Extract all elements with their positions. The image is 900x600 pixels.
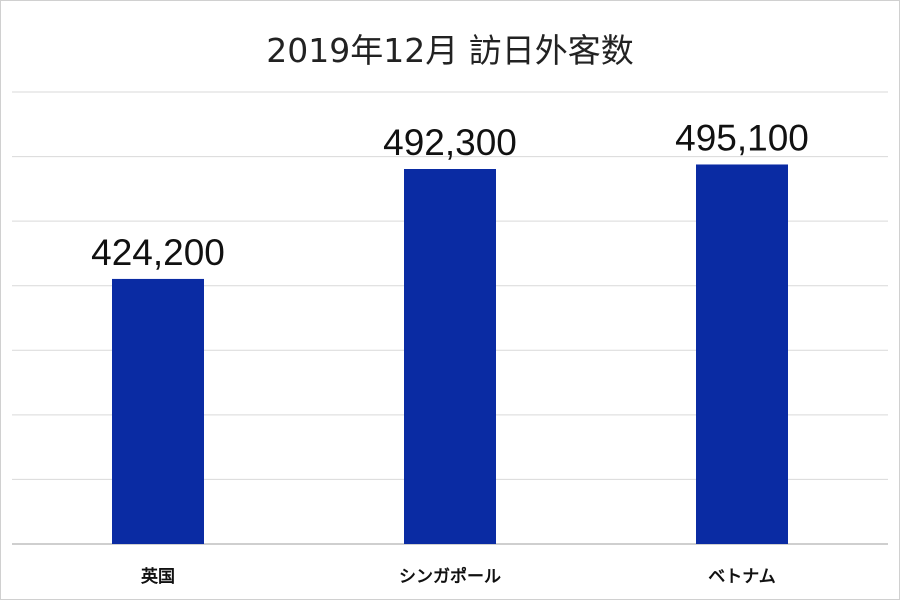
- bar: [112, 278, 204, 544]
- data-label: 424,200: [91, 232, 225, 273]
- data-labels: 424,200 492,300 495,100: [91, 117, 809, 272]
- category-labels: 英国 シンガポール ベトナム: [141, 566, 776, 587]
- bar: [696, 164, 788, 544]
- data-label: 492,300: [383, 122, 517, 163]
- data-label: 495,100: [675, 117, 809, 158]
- category-label: 英国: [141, 566, 175, 587]
- bars: [112, 164, 788, 544]
- category-label: シンガポール: [399, 566, 501, 587]
- category-label: ベトナム: [708, 567, 776, 587]
- chart-title: 2019年12月 訪日外客数: [266, 31, 634, 70]
- bar: [404, 169, 496, 544]
